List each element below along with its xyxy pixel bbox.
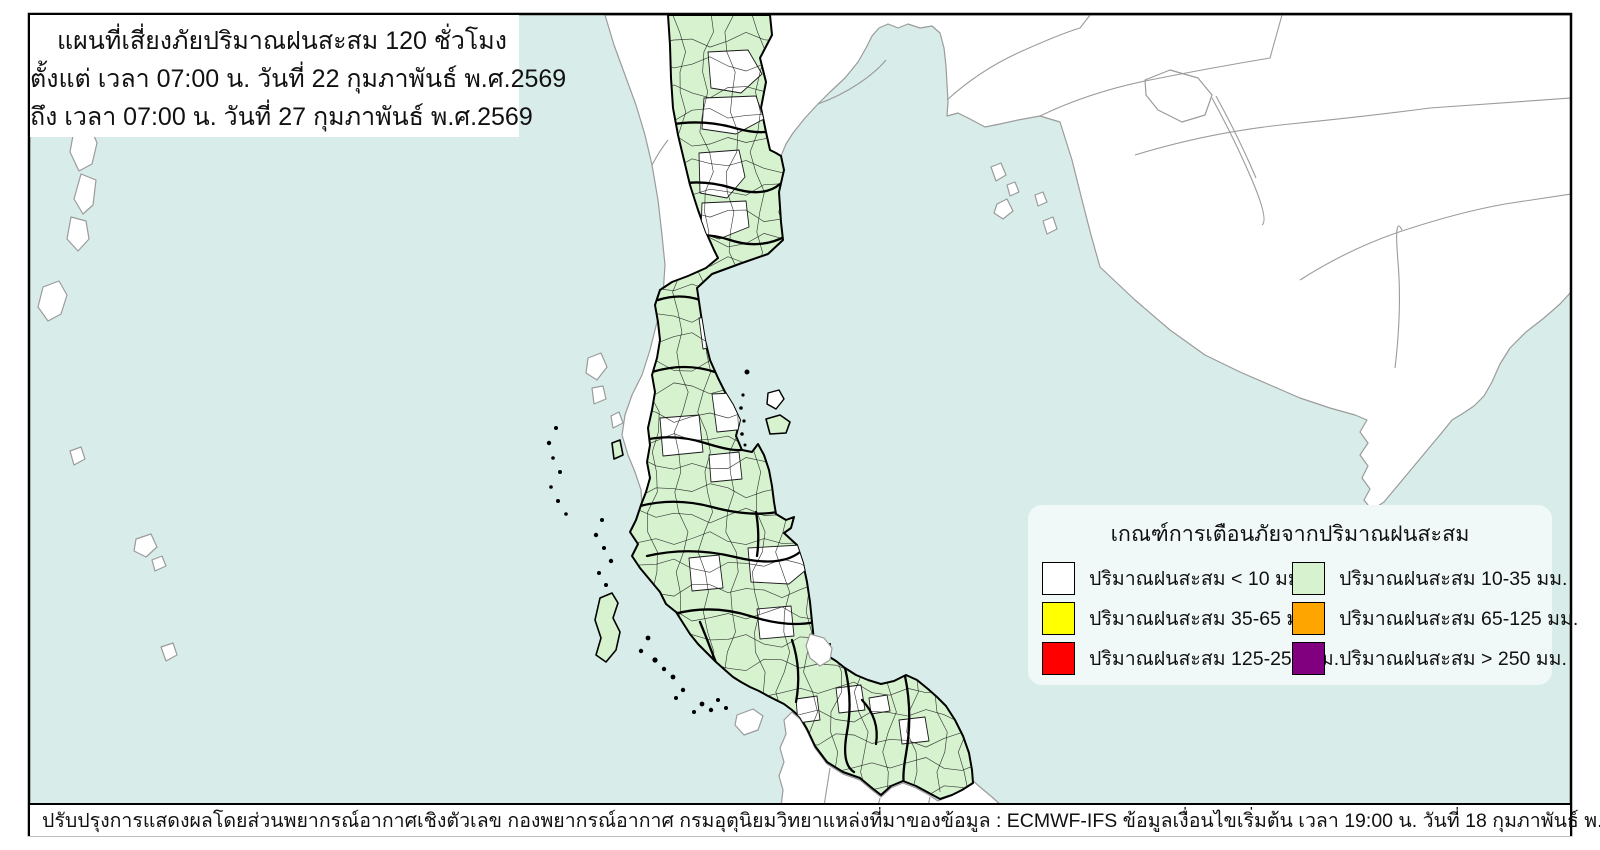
island-group-mergui <box>37 125 624 662</box>
island-phayam <box>611 439 624 460</box>
island-langkawi <box>734 708 764 736</box>
island-phuket <box>594 592 621 663</box>
river-lines <box>1211 95 1265 226</box>
legend-label: ปริมาณฝนสะสม 65-125 มม. <box>1339 608 1579 630</box>
songkhla-lake <box>805 633 833 667</box>
footer-credit-text: ปรับปรุงการแสดงผลโดยส่วนพยากรณ์อากาศเชิง… <box>42 810 823 832</box>
legend-swatch-10-35 <box>1292 562 1325 595</box>
legend-label: ปริมาณฝนสะสม > 250 มม. <box>1339 648 1567 670</box>
legend-label: ปริมาณฝนสะสม 35-65 มม. <box>1089 608 1318 630</box>
landmass-northeast <box>759 15 1570 511</box>
legend-item-35-65: ปริมาณฝนสะสม 35-65 มม. <box>1042 602 1317 635</box>
legend-label: ปริมาณฝนสะสม 10-35 มม. <box>1339 568 1568 590</box>
small-islets <box>546 369 750 714</box>
legend-item-125-250: ปริมาณฝนสะสม 125-250 มม. <box>1042 642 1339 675</box>
legend-swatch-35-65 <box>1042 602 1075 635</box>
legend-title: เกณฑ์การเตือนภัยจากปริมาณฝนสะสม <box>1110 522 1470 546</box>
footer-datasource-text: แหล่งที่มาของข้อมูล : ECMWF-IFS ข้อมูลเง… <box>822 810 1600 832</box>
footer-bar: ปรับปรุงการแสดงผลโดยส่วนพยากรณ์อากาศเชิง… <box>30 803 1600 836</box>
legend-swatch-gt-250 <box>1292 642 1325 675</box>
foreign-province-borders <box>651 15 1570 369</box>
legend-item-lt-10: ปริมาณฝนสะสม < 10 มม. <box>1042 562 1306 595</box>
island-samui <box>765 414 791 435</box>
legend-label: ปริมาณฝนสะสม < 10 มม. <box>1089 568 1307 590</box>
legend-swatch-65-125 <box>1292 602 1325 635</box>
legend-grid: ปริมาณฝนสะสม < 10 มม. ปริมาณฝนสะสม 10-35… <box>1042 562 1578 675</box>
legend-item-10-35: ปริมาณฝนสะสม 10-35 มม. <box>1292 562 1567 595</box>
title-line-3: ถึง เวลา 07:00 น. วันที่ 27 กุมภาพันธ์ พ… <box>30 103 533 131</box>
legend-swatch-lt-10 <box>1042 562 1075 595</box>
lake-tonle-sap <box>1144 69 1213 123</box>
title-line-2: ตั้งแต่ เวลา 07:00 น. วันที่ 22 กุมภาพัน… <box>30 65 567 93</box>
legend-panel: เกณฑ์การเตือนภัยจากปริมาณฝนสะสม ปริมาณฝน… <box>1028 505 1578 685</box>
island-group-gulf <box>990 162 1058 235</box>
title-line-1: แผนที่เสี่ยงภัยปริมาณฝนสะสม 120 ชั่วโมง <box>56 27 507 55</box>
legend-item-65-125: ปริมาณฝนสะสม 65-125 มม. <box>1292 602 1578 635</box>
legend-label: ปริมาณฝนสะสม 125-250 มม. <box>1089 648 1340 670</box>
legend-item-gt-250: ปริมาณฝนสะสม > 250 มม. <box>1292 642 1567 675</box>
island-phangan <box>766 389 785 410</box>
title-box: แผนที่เสี่ยงภัยปริมาณฝนสะสม 120 ชั่วโมง … <box>30 15 567 137</box>
legend-swatch-125-250 <box>1042 642 1075 675</box>
